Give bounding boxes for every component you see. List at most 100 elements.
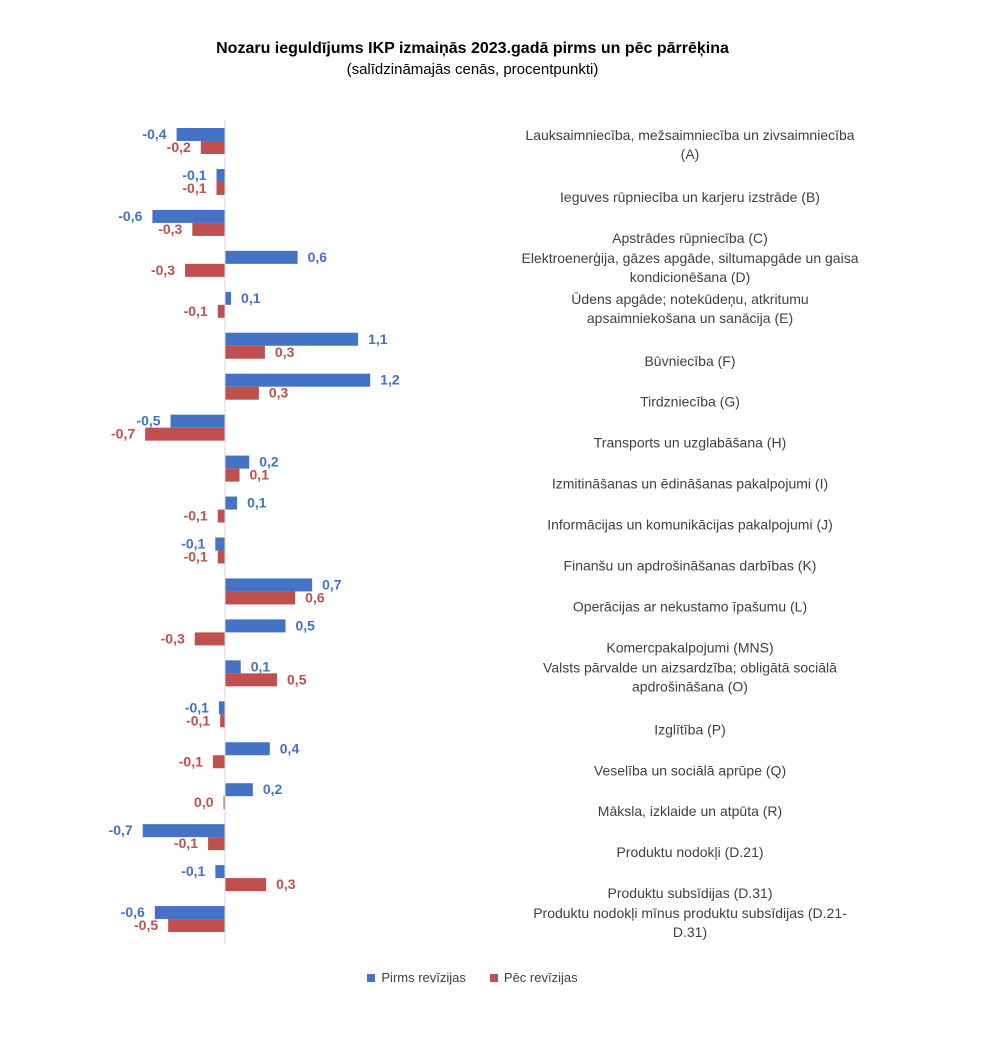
bar-after [220,714,225,728]
legend-swatch-before [367,973,376,982]
bar-after [225,468,240,482]
data-label-after: -0,1 [184,508,208,524]
category-label: apdrošināšana (O) [632,678,748,694]
bar-before [216,168,225,182]
bar-before [225,742,270,756]
category-label: (A) [681,146,700,162]
data-label-before: 1,2 [380,372,400,388]
category-label: Produktu nodokļi (D.21) [616,844,763,860]
data-label-after: -0,1 [179,753,203,769]
data-label-after: -0,3 [158,221,182,237]
bar-chart: -0,4-0,2 Lauksaimniecība, mežsaimniecība … [109,120,859,944]
bar-before [225,783,253,797]
data-label-before: 0,2 [263,781,283,797]
legend-swatch-after [489,973,498,982]
category-label: kondicionēšana (D) [630,269,751,285]
data-label-before: -0,1 [181,863,205,879]
data-label-before: -0,4 [142,126,166,142]
data-label-after: -0,1 [182,180,206,196]
bar-after [225,591,296,605]
bar-before [225,291,232,305]
data-label-before: 0,4 [280,740,300,756]
category-label: Finanšu un apdrošināšanas darbības (K) [564,558,817,574]
data-label-before: -0,7 [109,822,133,838]
bar-after [212,755,225,769]
bar-after [217,509,225,523]
category-label: Māksla, izklaide un atpūta (R) [598,803,782,819]
bar-after [216,181,225,195]
bar-after [194,632,225,646]
data-label-before: 0,1 [251,658,271,674]
bar-before [225,373,371,387]
bar-after [225,386,259,400]
bar-before [154,906,225,920]
category-label: Elektroenerģija, gāzes apgāde, siltumapg… [521,250,858,266]
category-label: Valsts pārvalde un aizsardzība; obligātā… [543,659,837,675]
bar-before [225,332,359,346]
bar-before [215,865,225,879]
bar-after [168,919,225,933]
bar-before [225,496,238,510]
category-label: Apstrādes rūpniecība (C) [612,230,768,246]
data-label-before: -0,1 [185,699,209,715]
category-label: Komercpakalpojumi (MNS) [606,639,773,655]
bar-before [225,578,313,592]
bar-after [225,345,265,359]
data-label-after: -0,5 [134,917,158,933]
data-label-after: -0,3 [151,262,175,278]
data-label-after: -0,1 [184,303,208,319]
legend-item-before: Pirms revīzijas [367,970,466,985]
data-label-after: 0,3 [276,876,296,892]
category-label: Lauksaimniecība, mežsaimniecība un zivsa… [525,127,854,143]
bar-after [223,796,225,810]
data-label-after: -0,3 [161,630,185,646]
bar-before [218,701,225,715]
bar-before [142,824,225,838]
legend-item-after: Pēc revīzijas [489,970,578,985]
category-label: Būvniecība (F) [644,353,735,369]
bar-after [225,878,267,892]
category-label: Informācijas un komunikācijas pakalpojum… [547,517,833,533]
bar-after [145,427,225,441]
data-label-after: 0,3 [269,385,289,401]
bar-after [200,141,225,154]
data-label-after: 0,1 [250,467,270,483]
data-label-before: -0,1 [182,167,206,183]
category-label: Transports un uzglabāšana (H) [594,435,786,451]
data-label-after: 0,5 [287,671,307,687]
data-label-before: -0,5 [136,413,160,429]
data-label-before: 0,2 [259,454,279,470]
data-label-before: -0,6 [121,904,145,920]
bar-before [225,660,241,674]
data-label-before: 0,1 [247,495,267,511]
data-label-after: 0,0 [194,794,214,810]
data-label-before: -0,1 [181,536,205,552]
category-label: Izglītība (P) [654,721,726,737]
bar-after [208,837,225,851]
category-label: Produktu subsīdijas (D.31) [608,885,773,901]
bar-after [217,550,225,564]
category-label: Izmitināšanas un ēdināšanas pakalpojumi … [552,476,828,492]
chart-title: Nozaru ieguldījums IKP izmaiņās 2023.gad… [216,40,729,57]
data-label-before: 0,7 [322,576,342,592]
data-label-after: -0,1 [186,712,210,728]
bar-before [152,209,225,223]
category-label: Operācijas ar nekustamo īpašumu (L) [573,598,807,614]
category-label: Ūdens apgāde; notekūdeņu, atkritumu [571,291,808,307]
bar-before [215,537,225,551]
data-label-after: -0,7 [111,426,135,442]
category-label: apsaimniekošana un sanācija (E) [587,310,793,326]
category-label: Ieguves rūpniecība un karjeru izstrāde (… [560,189,820,205]
data-label-after: -0,2 [167,139,191,155]
data-label-before: 0,1 [241,290,261,306]
bar-before [225,250,298,264]
data-label-before: 1,1 [368,331,388,347]
bar-before [176,128,225,141]
data-label-after: 0,6 [305,589,325,605]
bar-before [170,414,225,428]
data-label-after: -0,1 [184,549,208,565]
bar-after [192,222,225,236]
data-label-before: 0,5 [296,617,316,633]
data-label-after: -0,1 [174,835,198,851]
bar-after [225,673,278,687]
